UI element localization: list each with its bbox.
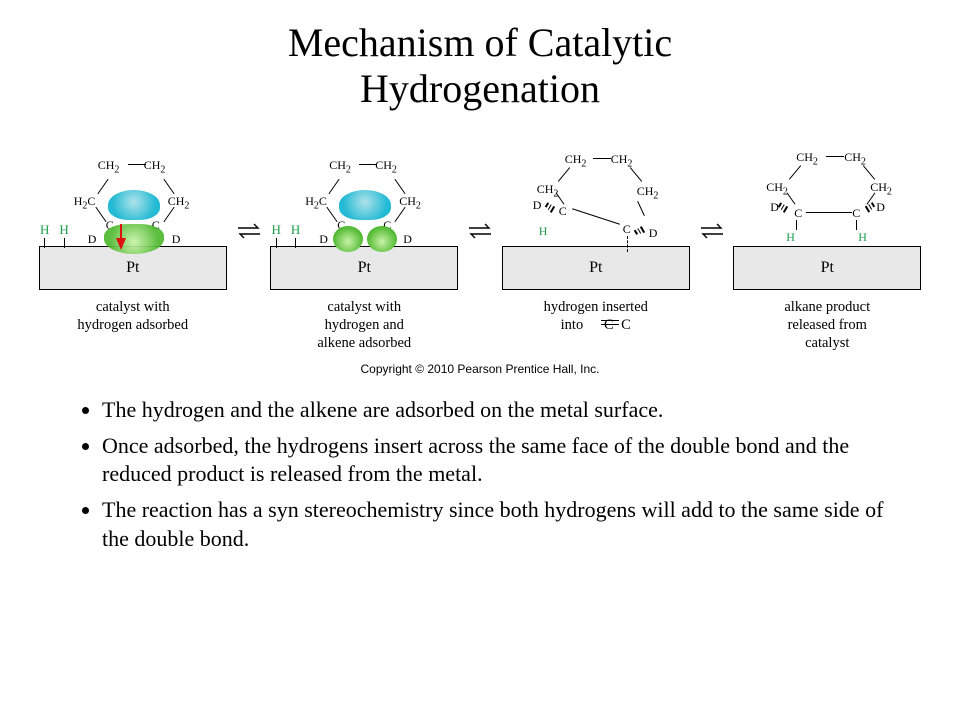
adsorbed-h-pair: H H [272, 222, 301, 248]
panel-caption: catalyst with hydrogen adsorbed [77, 298, 188, 358]
mechanism-diagram: H2C CH2 CH2 CH2 C C D D [34, 126, 926, 358]
bullet-item: Once adsorbed, the hydrogens insert acro… [102, 432, 900, 488]
alkane-product: CH2 CH2 CH2 CH2 C C D D H H [752, 146, 902, 246]
syn-h: H [786, 230, 795, 245]
alkene-molecule-2: H2C CH2 CH2 CH2 C C D D [299, 146, 429, 246]
bullet-item: The hydrogen and the alkene are adsorbed… [102, 396, 900, 424]
panel-3: CH2 CH2 CH2 CH2 C C D D H [497, 126, 695, 358]
panel-caption: alkane product released from catalyst [784, 298, 870, 358]
equilibrium-arrow-icon [467, 222, 493, 358]
down-arrow-icon [116, 238, 126, 250]
bullet-list: The hydrogen and the alkene are adsorbed… [60, 396, 900, 553]
copyright-text: Copyright © 2010 Pearson Prentice Hall, … [40, 362, 920, 376]
panel-caption: hydrogen inserted into CC [544, 298, 648, 358]
panel-caption: catalyst with hydrogen and alkene adsorb… [317, 298, 411, 358]
syn-h: H [858, 230, 867, 245]
pt-surface: Pt [733, 246, 921, 290]
alkene-molecule-1: H2C CH2 CH2 CH2 C C D D [68, 146, 198, 246]
bullet-item: The reaction has a syn stereochemistry s… [102, 496, 900, 552]
inserted-h: H [539, 224, 548, 239]
adsorbed-h-pair: H H [40, 222, 69, 248]
pt-surface: Pt [502, 246, 690, 290]
title-line-1: Mechanism of Catalytic [288, 20, 672, 65]
slide-title: Mechanism of Catalytic Hydrogenation [40, 20, 920, 112]
panel-2: H2C CH2 CH2 CH2 C C D D H [266, 126, 464, 358]
title-line-2: Hydrogenation [360, 66, 600, 111]
intermediate-molecule: CH2 CH2 CH2 CH2 C C D D H [521, 146, 671, 246]
panel-1: H2C CH2 CH2 CH2 C C D D [34, 126, 232, 358]
panel-4: CH2 CH2 CH2 CH2 C C D D H H [729, 126, 927, 358]
equilibrium-arrow-icon [699, 222, 725, 358]
equilibrium-arrow-icon [236, 222, 262, 358]
